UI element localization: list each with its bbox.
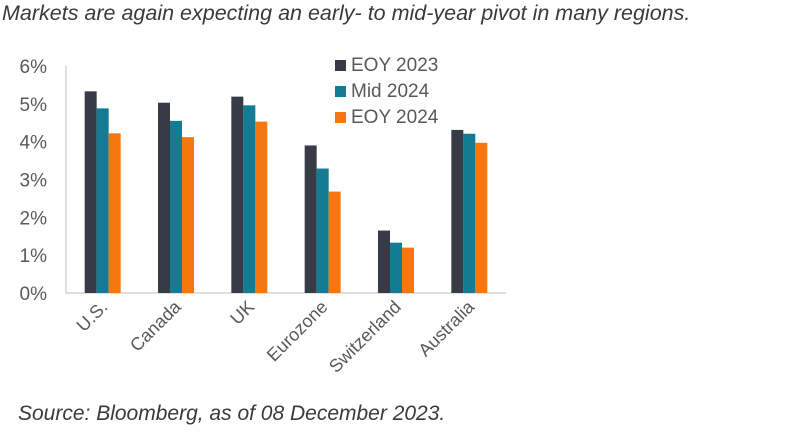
bars (84, 91, 488, 294)
bar-eoy-2024 (402, 247, 414, 293)
chart-headline: Markets are again expecting an early- to… (2, 1, 691, 25)
bar-eoy-2023 (84, 91, 97, 294)
legend: EOY 2023 Mid 2024 EOY 2024 (335, 55, 439, 128)
bar-mid-2024 (463, 133, 476, 293)
bar-eoy-2024 (328, 191, 341, 293)
y-tick-label: 6% (20, 57, 48, 78)
x-tick-label: Eurozone (263, 297, 332, 366)
bar-mid-2024 (243, 105, 256, 293)
x-tick-label: UK (226, 297, 258, 329)
bar-eoy-2023 (304, 145, 317, 293)
bar-eoy-2023 (231, 96, 244, 294)
legend-label: EOY 2023 (351, 55, 438, 76)
y-tick-label: 3% (20, 171, 48, 192)
y-tick-label: 1% (20, 246, 48, 267)
x-tick-label: U.S. (73, 297, 112, 336)
bar-mid-2024 (316, 168, 329, 293)
y-tick-label: 2% (20, 208, 48, 229)
legend-swatch (335, 112, 346, 123)
bar-eoy-2024 (475, 142, 488, 293)
bar-eoy-2023 (378, 230, 390, 293)
bar-mid-2024 (96, 108, 109, 293)
legend-swatch (335, 86, 346, 97)
bar-eoy-2024 (182, 137, 194, 293)
y-tick-label: 0% (20, 284, 48, 305)
legend-swatch (335, 60, 346, 71)
x-tick-label: Canada (126, 296, 185, 355)
y-axis: 0% 1% 2% 3% 4% 5% 6% (20, 57, 67, 305)
source-note: Source: Bloomberg, as of 08 December 202… (18, 402, 446, 425)
bar-eoy-2023 (158, 102, 170, 293)
y-tick-label: 5% (20, 95, 48, 116)
bar-eoy-2024 (255, 121, 268, 294)
x-tick-label: Switzerland (325, 297, 405, 377)
legend-label: Mid 2024 (351, 81, 430, 102)
bar-mid-2024 (390, 242, 402, 293)
bar-mid-2024 (170, 120, 182, 293)
bar-eoy-2023 (451, 129, 464, 293)
y-tick-label: 4% (20, 133, 48, 154)
x-tick-label: Australia (415, 296, 479, 360)
bar-eoy-2024 (108, 133, 121, 293)
legend-label: EOY 2024 (351, 107, 439, 128)
